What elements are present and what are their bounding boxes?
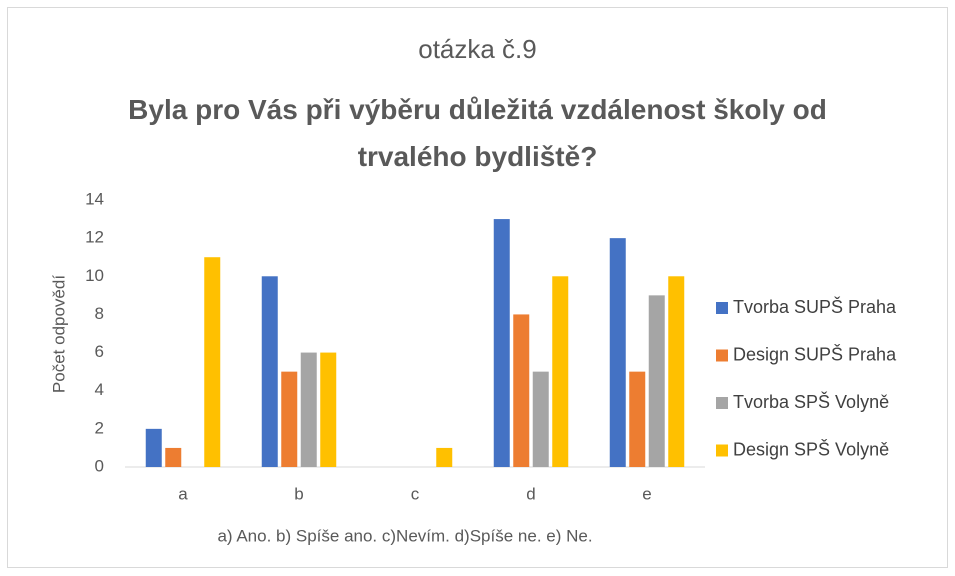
y-tick-label: 14 xyxy=(85,189,104,208)
bar xyxy=(668,276,685,467)
bar xyxy=(261,276,278,467)
chart-frame xyxy=(7,7,948,568)
bar xyxy=(204,257,221,467)
bar xyxy=(609,238,626,467)
legend-label: Tvorba SUPŠ Praha xyxy=(733,296,897,317)
y-tick-label: 6 xyxy=(95,342,104,361)
y-axis-label: Počet odpovědí xyxy=(49,275,68,393)
bar xyxy=(300,352,317,467)
y-tick-label: 10 xyxy=(85,266,104,285)
x-tick-label: a xyxy=(178,484,188,503)
bar xyxy=(145,428,162,467)
x-axis-label: a) Ano. b) Spíše ano. c)Nevím. d)Spíše n… xyxy=(217,526,592,545)
bar xyxy=(281,371,298,467)
x-tick-label: d xyxy=(526,484,535,503)
bar xyxy=(552,276,569,467)
chart-subtitle: Byla pro Vás při výběru důležitá vzdálen… xyxy=(128,94,827,172)
bar xyxy=(532,371,549,467)
bar xyxy=(513,314,530,467)
bar xyxy=(165,447,182,467)
legend-swatch xyxy=(716,444,728,457)
bar xyxy=(320,352,337,467)
bar xyxy=(493,219,510,467)
y-tick-label: 0 xyxy=(95,456,104,475)
y-tick-label: 8 xyxy=(95,304,104,323)
legend-swatch xyxy=(716,302,728,314)
x-tick-label: e xyxy=(642,484,651,503)
legend-swatch xyxy=(716,349,728,362)
x-tick-label: b xyxy=(294,484,303,503)
x-tick-label: c xyxy=(411,484,420,503)
bar xyxy=(436,447,453,467)
y-tick-label: 12 xyxy=(85,228,104,247)
legend-label: Tvorba SPŠ Volyně xyxy=(733,391,889,412)
chart-title: otázka č.9 xyxy=(418,34,537,64)
y-tick-label: 4 xyxy=(95,380,104,399)
legend-label: Design SUPŠ Praha xyxy=(733,343,897,364)
y-tick-label: 2 xyxy=(95,418,104,437)
legend-label: Design SPŠ Volyně xyxy=(733,438,889,459)
bar xyxy=(648,295,665,467)
bar xyxy=(629,371,646,467)
legend-swatch xyxy=(716,397,728,409)
